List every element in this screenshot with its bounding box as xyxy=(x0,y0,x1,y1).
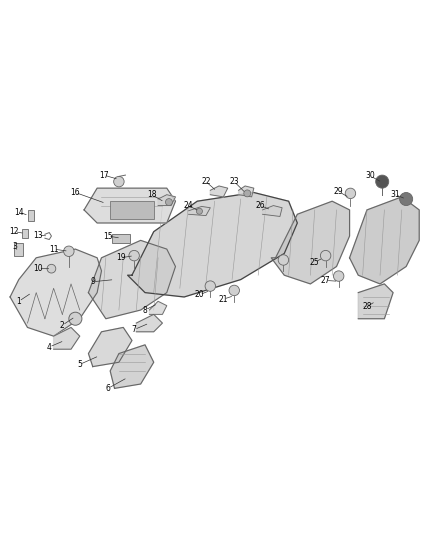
Circle shape xyxy=(205,281,215,292)
Text: 26: 26 xyxy=(255,201,265,210)
Circle shape xyxy=(129,251,139,261)
Text: 21: 21 xyxy=(219,295,228,304)
Circle shape xyxy=(399,192,413,206)
Text: 20: 20 xyxy=(194,290,204,300)
Text: 3: 3 xyxy=(12,243,17,252)
Text: 24: 24 xyxy=(184,201,193,210)
Polygon shape xyxy=(271,201,350,284)
Polygon shape xyxy=(188,206,210,215)
Bar xyxy=(14,243,23,256)
Circle shape xyxy=(229,285,240,296)
Text: 8: 8 xyxy=(143,305,148,314)
Circle shape xyxy=(321,251,331,261)
Text: 23: 23 xyxy=(230,177,239,186)
Polygon shape xyxy=(358,284,393,319)
Circle shape xyxy=(196,208,202,214)
Text: 30: 30 xyxy=(366,172,375,181)
Text: 15: 15 xyxy=(103,231,113,240)
Bar xyxy=(113,234,130,243)
Circle shape xyxy=(333,271,344,281)
Text: 13: 13 xyxy=(34,231,43,240)
Text: 18: 18 xyxy=(147,190,156,199)
Circle shape xyxy=(278,255,289,265)
Text: 28: 28 xyxy=(362,302,372,311)
Polygon shape xyxy=(110,345,154,389)
Text: 22: 22 xyxy=(201,177,211,186)
Polygon shape xyxy=(84,188,176,223)
Polygon shape xyxy=(136,314,162,332)
Polygon shape xyxy=(158,195,176,206)
Polygon shape xyxy=(149,301,167,314)
Circle shape xyxy=(166,199,173,206)
Bar xyxy=(28,210,34,221)
Text: 5: 5 xyxy=(77,360,82,369)
Circle shape xyxy=(345,188,356,199)
Text: 11: 11 xyxy=(49,245,58,254)
Circle shape xyxy=(376,175,389,188)
Circle shape xyxy=(114,176,124,187)
Polygon shape xyxy=(350,197,419,284)
Text: 12: 12 xyxy=(10,227,19,236)
Polygon shape xyxy=(88,327,132,367)
Text: 17: 17 xyxy=(99,171,109,180)
Text: 14: 14 xyxy=(14,207,24,216)
Polygon shape xyxy=(53,327,80,349)
Text: 10: 10 xyxy=(34,264,43,273)
Circle shape xyxy=(244,190,251,197)
Text: 27: 27 xyxy=(321,276,330,285)
Text: 29: 29 xyxy=(334,187,343,196)
Polygon shape xyxy=(210,186,228,197)
Text: 7: 7 xyxy=(132,325,137,334)
Text: 4: 4 xyxy=(47,343,52,352)
Bar xyxy=(22,229,28,238)
Text: 2: 2 xyxy=(60,321,65,330)
Circle shape xyxy=(69,312,82,325)
Text: 6: 6 xyxy=(106,384,110,393)
Text: 19: 19 xyxy=(116,253,126,262)
Bar xyxy=(110,201,154,219)
Text: 25: 25 xyxy=(310,257,320,266)
Polygon shape xyxy=(262,206,282,216)
Circle shape xyxy=(47,264,56,273)
Text: 16: 16 xyxy=(71,188,80,197)
Text: 9: 9 xyxy=(90,277,95,286)
Polygon shape xyxy=(10,249,102,336)
Polygon shape xyxy=(239,186,254,197)
Polygon shape xyxy=(127,192,297,297)
Text: 31: 31 xyxy=(390,190,400,199)
Polygon shape xyxy=(88,240,176,319)
Text: 1: 1 xyxy=(16,297,21,306)
Circle shape xyxy=(64,246,74,256)
